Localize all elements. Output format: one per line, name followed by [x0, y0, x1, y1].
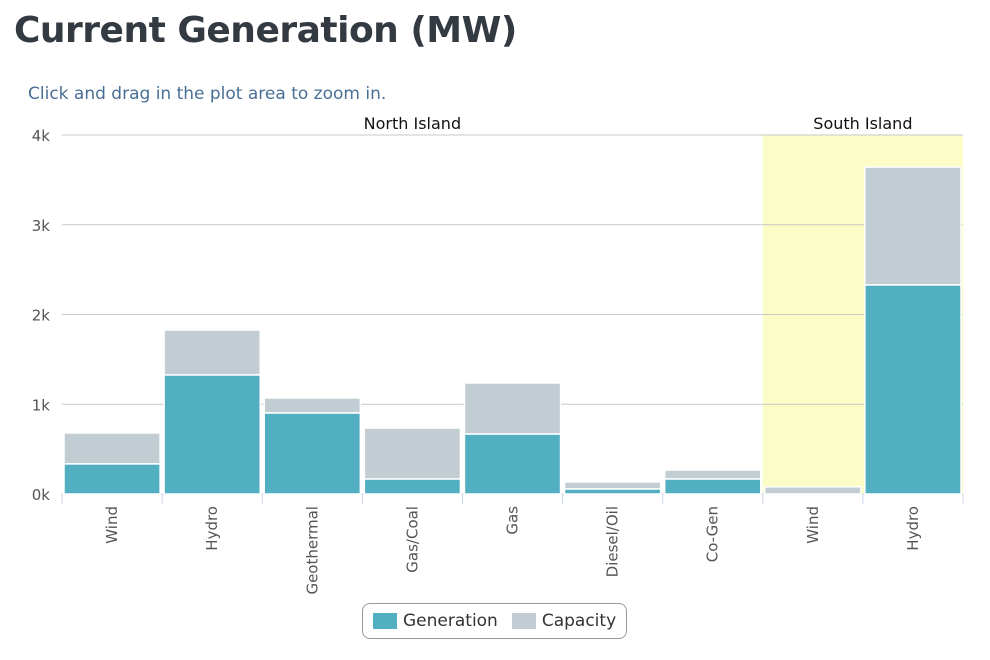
capacity-bar [163, 329, 261, 376]
x-tick-label: Hydro [203, 506, 221, 551]
generation-swatch [373, 613, 397, 629]
generation-bar [263, 412, 362, 495]
y-tick-label: 2k [32, 307, 51, 325]
x-tick-label: Diesel/Oil [604, 506, 622, 577]
zoom-hint: Click and drag in the plot area to zoom … [28, 84, 387, 104]
group-label: South Island [813, 114, 912, 133]
capacity-bar [663, 469, 762, 480]
generation-bar [864, 284, 962, 495]
x-tick-label: Wind [804, 506, 822, 544]
legend-item-generation[interactable]: Generation [373, 611, 498, 631]
generation-bar [163, 374, 261, 495]
legend-label: Capacity [541, 611, 617, 631]
x-tick-label: Gas [504, 506, 522, 535]
generation-bar [63, 463, 161, 495]
capacity-bar [463, 382, 562, 435]
capacity-bar [864, 166, 962, 286]
generation-bar [563, 488, 662, 495]
x-tick-label: Gas/Coal [403, 506, 421, 573]
capacity-bar [263, 397, 362, 414]
capacity-bar [764, 486, 862, 495]
x-tick-label: Geothermal [303, 506, 321, 595]
capacity-bar [563, 481, 662, 490]
legend-label: Generation [403, 611, 498, 631]
capacity-bar [363, 427, 462, 480]
generation-bar [463, 433, 562, 495]
x-tick-label: Wind [103, 506, 121, 544]
generation-chart[interactable]: North Island South Island 0k 1k 2k 3k 4k Wind Hy… [0, 0, 990, 600]
page-title: Current Generation (MW) [14, 10, 517, 51]
x-tick-label: Hydro [904, 506, 922, 551]
generation-bar [363, 478, 462, 495]
group-label: North Island [364, 114, 461, 133]
generation-bar [663, 478, 762, 495]
y-tick-label: 4k [32, 127, 51, 145]
legend: Generation Capacity [362, 603, 628, 639]
y-tick-label: 3k [32, 217, 51, 235]
y-tick-label: 0k [32, 486, 51, 504]
legend-item-capacity[interactable]: Capacity [511, 611, 617, 631]
capacity-bar [63, 432, 161, 465]
x-tick-label: Co-Gen [704, 506, 722, 562]
capacity-swatch [511, 613, 536, 629]
y-tick-label: 1k [32, 396, 51, 414]
